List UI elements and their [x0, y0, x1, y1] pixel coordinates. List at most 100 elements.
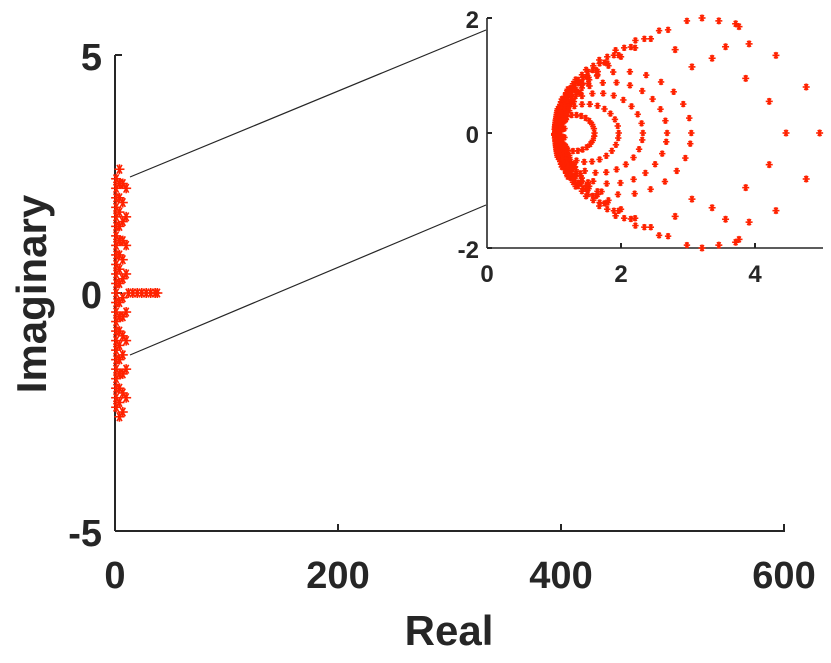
inset-data-point — [603, 152, 610, 160]
inset-data-point — [816, 129, 824, 137]
inset-data-point — [765, 97, 773, 105]
inset-y-tick-label: 0 — [466, 122, 479, 149]
inset-data-point — [593, 72, 601, 80]
inset-data-point — [564, 147, 572, 154]
inset-data-point — [553, 146, 561, 154]
inset-data-point — [620, 44, 628, 52]
inset-data-point — [735, 23, 743, 31]
inset-data-point — [649, 95, 656, 103]
inset-data-point — [688, 195, 696, 203]
inset-data-point — [581, 158, 588, 166]
inset-data-point — [663, 138, 670, 146]
inset-data-point — [708, 54, 716, 62]
inset-data-points — [551, 14, 824, 252]
inset-data-point — [802, 83, 810, 91]
inset-data-point — [682, 154, 689, 162]
inset-data-point — [611, 116, 619, 123]
inset-data-point — [617, 53, 625, 60]
inset-data-point — [579, 79, 586, 87]
inset-data-point — [661, 178, 669, 185]
inset-data-point — [687, 140, 694, 147]
inset-data-point — [620, 96, 627, 104]
inset-data-point — [772, 207, 780, 215]
inset-data-point — [592, 169, 599, 176]
inset-data-point — [670, 88, 677, 95]
inset-data-point — [647, 223, 655, 231]
inset-data-point — [626, 82, 634, 89]
main-y-tick-label: 0 — [81, 275, 102, 317]
inset-data-point — [610, 92, 617, 99]
inset-data-point — [561, 125, 568, 132]
main-data-point — [114, 164, 125, 175]
inset-data-point — [688, 129, 695, 137]
main-data-point — [114, 207, 125, 218]
inset-data-point — [630, 176, 637, 183]
inset-data-point — [671, 46, 679, 54]
inset-data-point — [608, 147, 616, 155]
inset-data-point — [782, 129, 790, 137]
inset-data-point — [657, 105, 664, 113]
main-data-point — [117, 254, 128, 265]
inset-data-point — [657, 78, 665, 86]
inset-data-point — [573, 157, 580, 164]
inset-data-point — [569, 97, 576, 104]
main-data-point — [117, 407, 128, 417]
inset-data-point — [715, 241, 723, 249]
inset-data-point — [632, 222, 639, 229]
inset-data-point — [722, 43, 730, 51]
inset-data-point — [742, 74, 750, 82]
inset-y-tick-label: 2 — [466, 7, 479, 34]
inset-data-point — [632, 37, 639, 44]
inset-data-point — [698, 14, 706, 22]
inset-data-point — [590, 178, 597, 185]
inset-data-point — [604, 205, 611, 213]
inset-data-point — [639, 129, 647, 137]
inset-data-point — [745, 40, 753, 48]
main-data-point — [121, 307, 132, 318]
inset-data-point — [586, 100, 594, 108]
inset-data-point — [802, 175, 810, 183]
inset-data-point — [589, 66, 596, 74]
inset-data-point — [560, 160, 567, 167]
main-x-tick-label: 200 — [306, 555, 369, 597]
inset-data-point — [551, 131, 558, 139]
main-data-point — [114, 264, 125, 275]
inset-data-point — [683, 17, 691, 25]
inset-data-point — [591, 132, 598, 140]
inset-x-tick-label: 2 — [614, 261, 627, 288]
inset-data-point — [610, 68, 617, 76]
main-data-point — [121, 268, 132, 279]
inset-data-point — [683, 241, 691, 249]
inset-data-point — [655, 232, 663, 239]
main-data-point — [117, 197, 128, 208]
inset-data-point — [614, 191, 622, 198]
inset-data-point — [605, 62, 612, 69]
inset-y-tick-label: -2 — [458, 237, 479, 264]
inset-data-point — [617, 206, 625, 213]
inset-data-point — [583, 182, 590, 189]
inset-data-point — [671, 212, 679, 220]
inset-data-point — [584, 191, 591, 198]
inset-data-point — [722, 215, 730, 223]
inset-data-point — [735, 235, 743, 243]
main-data-point — [114, 397, 125, 408]
main-data-point — [121, 211, 132, 222]
inset-data-point — [615, 134, 622, 142]
inset-data-point — [622, 161, 630, 168]
inset-data-point — [601, 105, 608, 113]
main-data-point — [121, 240, 132, 251]
inset-data-point — [686, 114, 693, 122]
inset-data-point — [586, 117, 593, 125]
inset-data-point — [571, 102, 578, 110]
inset-data-point — [607, 110, 614, 117]
inset-data-point — [659, 150, 666, 157]
inset-data-point — [772, 51, 780, 59]
inset-data-point — [641, 223, 648, 231]
inset-data-point — [579, 74, 586, 81]
main-data-point — [117, 292, 128, 303]
inset-data-point — [567, 90, 574, 97]
zoom-connector-upper — [129, 29, 487, 178]
inset-data-point — [557, 102, 565, 110]
main-data-point — [114, 340, 125, 351]
inset-data-point — [745, 218, 753, 226]
